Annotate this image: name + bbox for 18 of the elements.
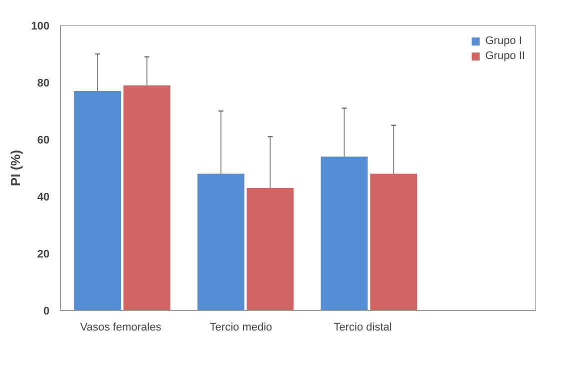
bar [370, 174, 418, 310]
bar [123, 85, 170, 310]
y-tick-label: 0 [43, 306, 50, 318]
bar [197, 174, 244, 310]
legend-label: Grupo I [485, 35, 522, 47]
x-tick-label: Tercio medio [210, 322, 272, 334]
y-tick-label: 60 [37, 134, 50, 146]
y-tick-label: 80 [37, 78, 50, 90]
y-tick-label: 40 [37, 192, 50, 204]
x-tick-label: Tercio distal [334, 322, 392, 334]
y-axis-title: PI (%) [8, 150, 24, 186]
bar [74, 91, 121, 310]
legend-label: Grupo II [485, 50, 525, 62]
y-tick-label: 20 [37, 248, 50, 260]
bar [246, 188, 294, 310]
y-tick-label: 100 [31, 20, 50, 32]
bar [320, 156, 368, 310]
x-tick-label: Vasos femorales [80, 322, 162, 334]
